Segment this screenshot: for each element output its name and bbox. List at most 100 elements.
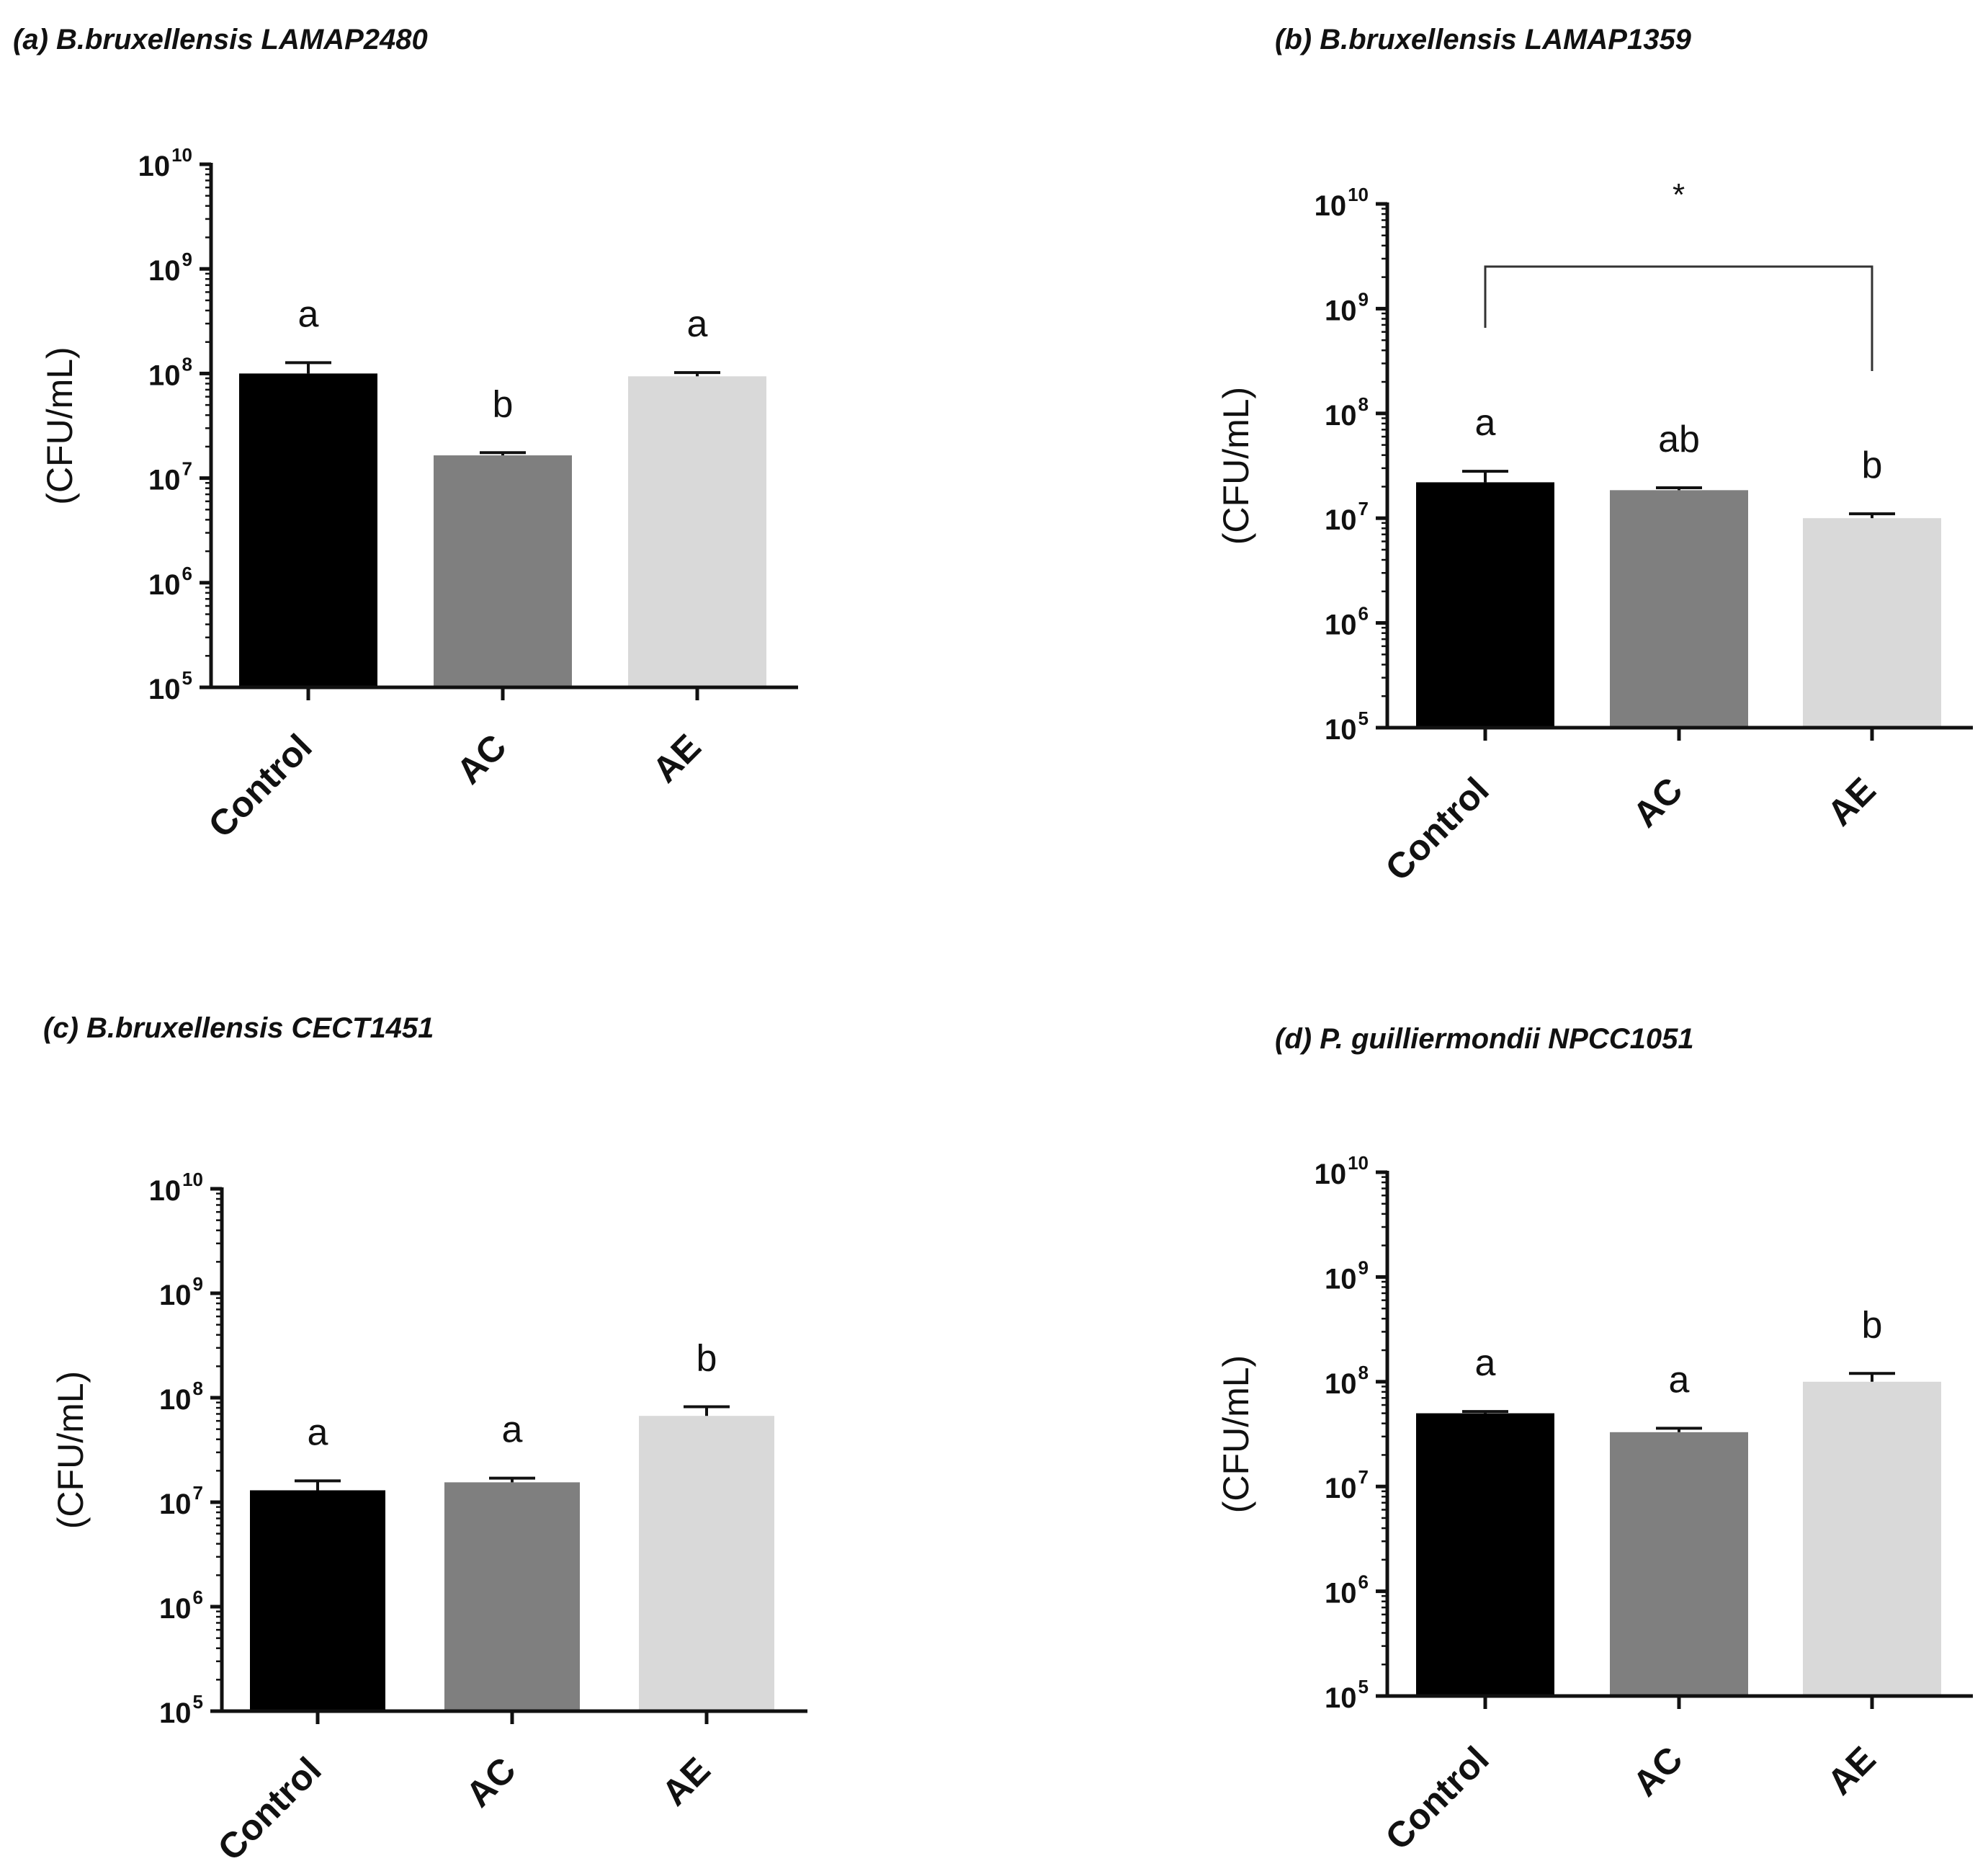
y-tick-exponent: 10 [1348, 184, 1369, 205]
bar-control [1416, 482, 1554, 728]
x-tick-label: AE [1819, 769, 1884, 834]
bar-control [239, 373, 377, 687]
y-tick-base: 10 [1325, 1682, 1357, 1714]
y-tick-base: 10 [148, 674, 181, 705]
y-tick-label: 109 [148, 249, 192, 287]
y-tick-exponent: 5 [1358, 1676, 1369, 1697]
bars [250, 1405, 774, 1711]
y-tick-label: 108 [1325, 393, 1369, 432]
error-bar-control [1462, 470, 1508, 483]
x-axis: Control AC AE [1378, 1694, 1973, 1857]
significance-letter: b [493, 383, 514, 425]
y-tick-exponent: 6 [1358, 1571, 1369, 1593]
x-tick-label: Control [1378, 1739, 1497, 1857]
chart-title: (c) B.bruxellensis CECT1451 [43, 1012, 434, 1044]
y-tick-label: 105 [1325, 1676, 1369, 1714]
y-tick-exponent: 9 [193, 1273, 203, 1295]
y-tick-base: 10 [1325, 400, 1357, 432]
bar-control [1416, 1413, 1554, 1696]
chart-panel-c: (c) B.bruxellensis CECT1451 (CFU/mL) a a b 10… [43, 1012, 807, 1861]
y-tick-exponent: 6 [193, 1586, 203, 1608]
y-tick-base: 10 [1325, 504, 1357, 536]
y-tick-exponent: 5 [182, 667, 192, 689]
y-tick-base: 10 [1315, 190, 1347, 222]
x-axis: Control AC AE [201, 685, 798, 845]
chart-panel-d: (d) P. guilliermondii NPCC1051 (CFU/mL) a a… [1216, 1023, 1973, 1857]
y-tick-label: 109 [1325, 288, 1369, 326]
y-tick-exponent: 8 [1358, 393, 1369, 415]
y-tick-base: 10 [149, 1175, 182, 1207]
y-tick-label: 108 [1325, 1362, 1369, 1400]
error-bar-ac [489, 1476, 535, 1483]
y-axis-label: (CFU/mL) [40, 347, 80, 504]
error-bar-ac [1656, 486, 1702, 491]
y-tick-exponent: 8 [182, 353, 192, 375]
y-tick-base: 10 [1325, 1368, 1357, 1400]
error-bar-ac [480, 451, 526, 456]
y-tick-exponent: 7 [193, 1482, 203, 1504]
y-tick-label: 106 [1325, 1571, 1369, 1610]
y-tick-exponent: 10 [1348, 1152, 1369, 1174]
significance-letter: a [1475, 1342, 1496, 1384]
y-tick-base: 10 [148, 255, 181, 287]
y-tick-exponent: 9 [1358, 1257, 1369, 1278]
chart-title: (a) B.bruxellensis LAMAP2480 [13, 24, 428, 55]
y-tick-label: 1010 [1315, 1152, 1369, 1190]
bars [1416, 470, 1941, 728]
x-tick-label: AC [449, 726, 514, 792]
chart-panel-a: (a) B.bruxellensis LAMAP2480 (CFU/mL) a b a 1… [13, 24, 798, 845]
x-tick-label: Control [201, 726, 320, 845]
y-tick-exponent: 6 [182, 563, 192, 584]
y-tick-exponent: 8 [1358, 1362, 1369, 1383]
error-bar-ae [1849, 1372, 1895, 1382]
y-tick-base: 10 [1325, 295, 1357, 326]
significance-letter: b [1862, 1304, 1883, 1346]
error-bar-control [285, 361, 331, 374]
y-tick-label: 105 [159, 1691, 203, 1729]
significance-letter: a [298, 293, 319, 335]
bar-ae [628, 376, 766, 687]
bar-ae [1803, 518, 1941, 728]
y-tick-base: 10 [148, 360, 181, 391]
x-tick-label: Control [210, 1749, 329, 1861]
y-tick-label: 108 [148, 353, 192, 391]
significance-letter: ab [1658, 419, 1700, 460]
x-tick-label: AE [645, 726, 709, 790]
significance-letter: a [308, 1411, 328, 1453]
significance-letter: a [687, 303, 708, 345]
x-tick-label: AC [458, 1749, 524, 1815]
x-tick-label: AE [654, 1749, 718, 1813]
y-tick-label: 107 [159, 1482, 203, 1520]
y-tick-base: 10 [159, 1697, 192, 1729]
y-tick-base: 10 [1315, 1159, 1347, 1190]
y-tick-base: 10 [159, 1384, 192, 1416]
error-bar-control [295, 1479, 341, 1491]
y-tick-base: 10 [148, 569, 181, 601]
significance-star: * [1673, 177, 1685, 213]
y-tick-label: 1010 [138, 144, 192, 182]
y-tick-exponent: 8 [193, 1378, 203, 1399]
y-tick-label: 105 [148, 667, 192, 705]
bars [1416, 1372, 1941, 1696]
error-bar-control [1462, 1410, 1508, 1414]
y-tick-base: 10 [1325, 714, 1357, 746]
y-tick-base: 10 [159, 1489, 192, 1520]
bar-ac [434, 455, 572, 687]
bar-ac [1610, 1432, 1748, 1696]
y-tick-label: 1010 [149, 1169, 203, 1207]
bar-ae [639, 1416, 774, 1711]
chart-title: (d) P. guilliermondii NPCC1051 [1275, 1023, 1694, 1055]
y-tick-exponent: 10 [182, 1169, 203, 1190]
y-axis-label: (CFU/mL) [1216, 1355, 1256, 1513]
x-axis: Control AC AE [1378, 726, 1973, 888]
bracket-line [1484, 265, 1873, 371]
bar-ae [1803, 1381, 1941, 1696]
y-tick-label: 105 [1325, 708, 1369, 746]
x-tick-label: AC [1625, 769, 1691, 835]
y-tick-base: 10 [1325, 1263, 1357, 1295]
